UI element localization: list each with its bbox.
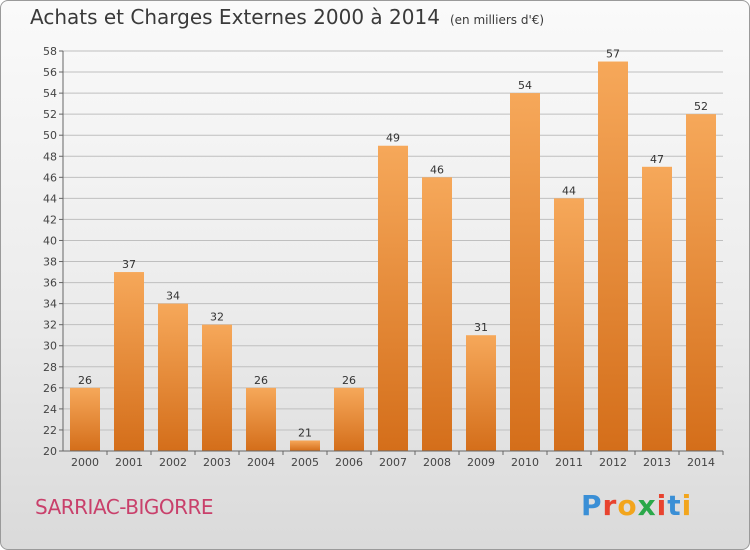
- data-label: 44: [562, 184, 576, 197]
- bar: [290, 440, 320, 451]
- chart-title-text: Achats et Charges Externes 2000 à 2014: [30, 5, 440, 29]
- data-label: 57: [606, 48, 620, 61]
- y-tick-label: 22: [43, 424, 57, 437]
- y-tick-label: 50: [43, 129, 57, 142]
- y-tick-label: 32: [43, 319, 57, 332]
- bar: [158, 303, 188, 451]
- proxiti-logo: Proxiti: [581, 489, 692, 522]
- x-tick-label: 2009: [467, 456, 495, 469]
- data-label: 52: [694, 100, 708, 113]
- data-label: 26: [78, 374, 92, 387]
- y-axis: 20 22 24 26 28 30 32 34 36 38 40 42 44 46 48 50 52 54 56 58: [43, 45, 64, 458]
- bar: [114, 272, 144, 451]
- x-tick-label: 2014: [687, 456, 715, 469]
- y-tick-label: 36: [43, 277, 57, 290]
- x-tick-label: 2007: [379, 456, 407, 469]
- x-tick-label: 2001: [115, 456, 143, 469]
- data-label: 26: [342, 374, 356, 387]
- y-tick-label: 34: [43, 298, 57, 311]
- logo-letter: t: [667, 489, 682, 522]
- data-label: 49: [386, 132, 400, 145]
- bar: [642, 166, 672, 451]
- data-label: 26: [254, 374, 268, 387]
- bar: [70, 387, 100, 451]
- y-tick-label: 42: [43, 213, 57, 226]
- bar: [334, 387, 364, 451]
- y-tick-label: 48: [43, 150, 57, 163]
- logo-letter: i: [681, 489, 693, 522]
- x-tick-label: 2010: [511, 456, 539, 469]
- data-label: 34: [166, 290, 180, 303]
- x-tick-label: 2011: [555, 456, 583, 469]
- y-tick-label: 56: [43, 66, 57, 79]
- bar: [510, 93, 540, 452]
- bar: [422, 177, 452, 451]
- bar: [686, 114, 716, 451]
- data-label: 32: [210, 311, 224, 324]
- bar: [466, 335, 496, 451]
- bar: [598, 61, 628, 452]
- y-tick-label: 20: [43, 445, 57, 458]
- city-name: SARRIAC-BIGORRE: [35, 495, 214, 519]
- logo-letter: i: [656, 489, 668, 522]
- y-tick-label: 40: [43, 234, 57, 247]
- bar: [554, 198, 584, 451]
- x-tick-label: 2005: [291, 456, 319, 469]
- bar: [202, 324, 232, 451]
- y-tick-label: 24: [43, 403, 57, 416]
- bars: 26 37 34 32 26 21 26 49 46 31 54 44 57 47 52: [70, 48, 716, 452]
- y-tick-label: 28: [43, 361, 57, 374]
- x-tick-label: 2003: [203, 456, 231, 469]
- chart-title: Achats et Charges Externes 2000 à 2014 (e…: [30, 5, 544, 29]
- logo-letter: P: [581, 489, 603, 522]
- y-tick-label: 52: [43, 108, 57, 121]
- y-tick-label: 54: [43, 87, 57, 100]
- x-tick-label: 2004: [247, 456, 275, 469]
- y-tick-label: 44: [43, 192, 57, 205]
- logo-letter: r: [602, 489, 618, 522]
- data-label: 37: [122, 258, 136, 271]
- y-tick-label: 46: [43, 171, 57, 184]
- bar: [246, 387, 276, 451]
- y-tick-label: 26: [43, 382, 57, 395]
- data-label: 54: [518, 79, 532, 92]
- x-tick-label: 2000: [71, 456, 99, 469]
- x-tick-label: 2006: [335, 456, 363, 469]
- x-tick-label: 2002: [159, 456, 187, 469]
- data-label: 31: [474, 321, 488, 334]
- y-tick-label: 38: [43, 256, 57, 269]
- y-tick-label: 30: [43, 340, 57, 353]
- x-tick-label: 2008: [423, 456, 451, 469]
- data-label: 47: [650, 153, 664, 166]
- y-tick-label: 58: [43, 45, 57, 58]
- unit-note: (en milliers d'€): [449, 13, 545, 27]
- logo-letter: x: [637, 489, 657, 522]
- x-axis: 2000 2001 2002 2003 2004 2005 2006 2007 2008 2009…: [63, 450, 724, 469]
- data-label: 21: [298, 426, 312, 439]
- x-tick-label: 2012: [599, 456, 627, 469]
- bar: [378, 145, 408, 451]
- x-tick-label: 2013: [643, 456, 671, 469]
- logo-letter: o: [617, 489, 638, 522]
- data-label: 46: [430, 163, 444, 176]
